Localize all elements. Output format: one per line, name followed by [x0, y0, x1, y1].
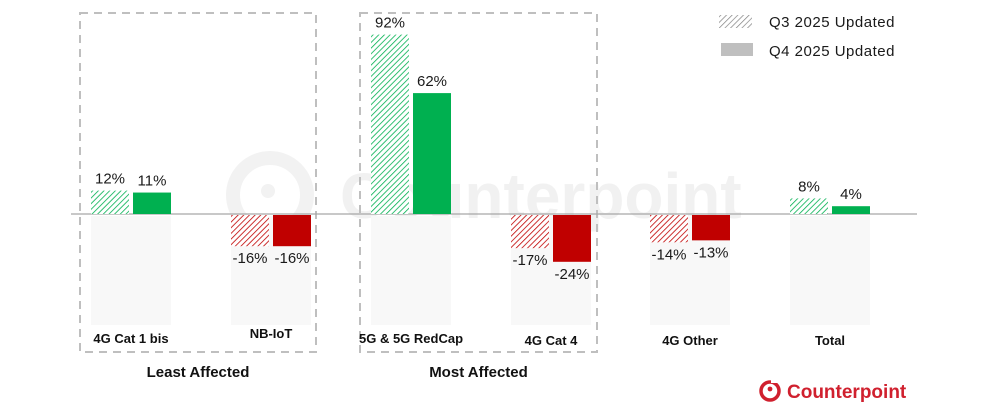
data-label: -17%: [512, 252, 547, 269]
bar-q4-0: [133, 192, 171, 214]
bar-q4-3: [553, 215, 591, 262]
category-background: [371, 216, 451, 325]
data-label: -14%: [651, 246, 686, 263]
data-label: -16%: [274, 250, 309, 267]
brand-logo: Counterpoint: [759, 378, 907, 403]
hatched-swatch-icon: [719, 15, 752, 28]
data-label: 12%: [95, 171, 125, 188]
group-box: [79, 12, 317, 353]
category-background: [790, 216, 870, 325]
solid-swatch-icon: [721, 43, 753, 56]
bar-q3-2: [371, 34, 409, 214]
bar-q3-3: [511, 215, 549, 249]
category-label: Total: [815, 333, 845, 348]
bar-q4-1: [273, 215, 311, 247]
data-label: 4%: [840, 186, 862, 203]
group-box: [359, 12, 598, 353]
bar-q3-1: [231, 215, 269, 247]
bar-q4-5: [832, 206, 870, 214]
legend-item-q4: Q4 2025 Updated: [721, 43, 895, 60]
counterpoint-logo-icon: [759, 378, 781, 402]
category-label: 4G Cat 1 bis: [93, 331, 168, 346]
data-label: 92%: [375, 15, 405, 32]
bar-q3-0: [91, 190, 129, 214]
bar-q3-5: [790, 198, 828, 214]
bar-q3-4: [650, 215, 688, 243]
bar-q4-2: [413, 93, 451, 214]
category-label: 5G & 5G RedCap: [359, 331, 463, 346]
data-label: 62%: [417, 73, 447, 90]
category-background: [91, 216, 171, 325]
legend: Q3 2025 Updated Q4 2025 Updated: [719, 14, 895, 60]
legend-label: Q4 2025 Updated: [769, 43, 895, 60]
data-label: -24%: [554, 266, 589, 283]
brand-name: Counterpoint: [787, 382, 907, 403]
legend-label: Q3 2025 Updated: [769, 14, 895, 31]
data-label: -13%: [693, 244, 728, 261]
category-label: 4G Cat 4: [525, 333, 579, 348]
category-label: 4G Other: [662, 333, 718, 348]
category-label: NB-IoT: [250, 326, 293, 341]
data-label: 11%: [138, 173, 167, 190]
legend-item-q3: Q3 2025 Updated: [719, 14, 895, 31]
data-label: 8%: [798, 178, 820, 195]
bar-q4-4: [692, 215, 730, 241]
group-label: Most Affected: [429, 364, 528, 381]
group-label: Least Affected: [147, 364, 250, 381]
data-label: -16%: [232, 250, 267, 267]
